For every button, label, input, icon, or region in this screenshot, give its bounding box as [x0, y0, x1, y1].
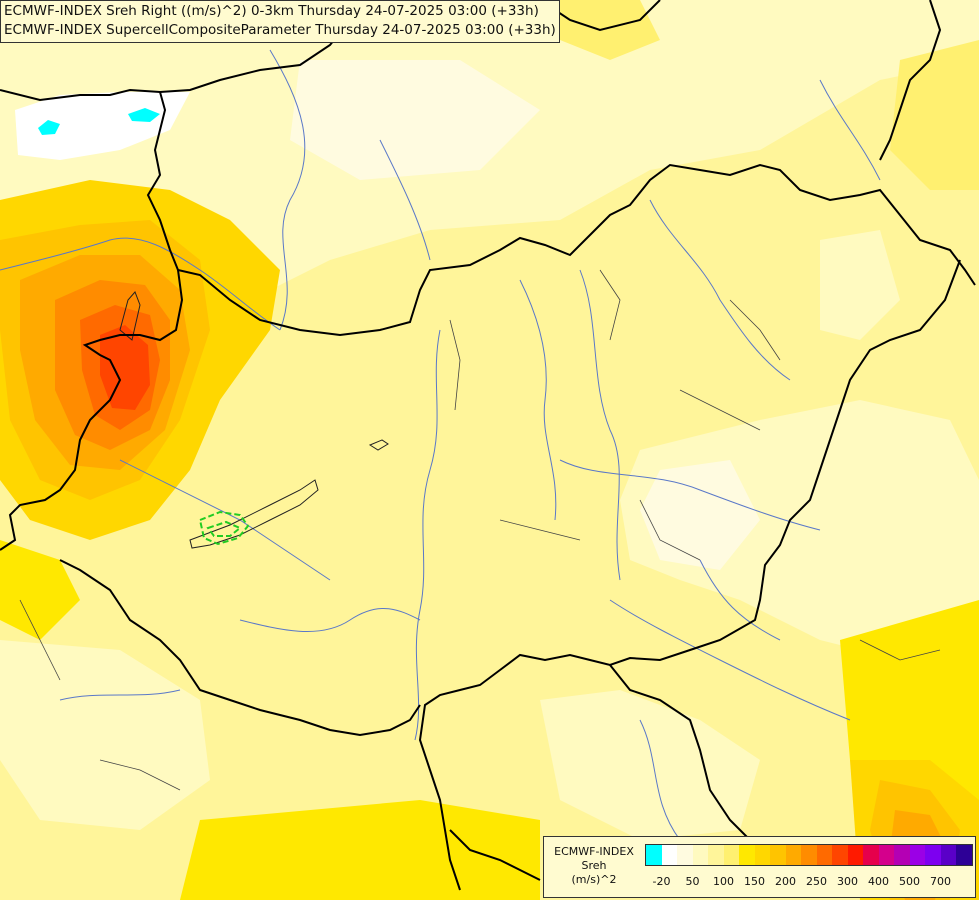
legend-swatch	[739, 845, 755, 865]
legend-tick-label: 500	[899, 875, 920, 888]
field-cyan-b	[128, 108, 160, 122]
legend-swatch	[863, 845, 879, 865]
field-yellow-sw	[0, 540, 80, 640]
title-line-scp: ECMWF-INDEX SupercellCompositeParameter …	[4, 22, 556, 38]
field-yellow-s	[180, 800, 540, 900]
legend-swatch	[785, 845, 801, 865]
field-red-core	[100, 325, 150, 410]
rivers	[0, 49, 881, 841]
legend-swatch	[878, 845, 894, 865]
title-line-sreh: ECMWF-INDEX Sreh Right ((m/s)^2) 0-3km T…	[4, 3, 539, 19]
legend-swatch	[661, 845, 677, 865]
field-light-sw	[0, 640, 210, 830]
legend-ticks: -20 50 100 150 200 250 300 400 500 700	[645, 875, 970, 889]
field-pale-east	[640, 460, 760, 570]
lake-balaton-outline	[189, 479, 319, 549]
legend-tick-label: 400	[868, 875, 889, 888]
field-pale-ne	[290, 60, 540, 180]
legend-swatch	[692, 845, 708, 865]
legend-swatch	[770, 845, 786, 865]
legend-swatch	[646, 845, 662, 865]
legend-swatch	[956, 845, 972, 865]
legend-tick-label: -20	[652, 875, 671, 888]
lake-velence-outline	[368, 439, 389, 451]
legend-title: ECMWF-INDEX Sreh (m/s)^2	[548, 845, 640, 887]
legend-tick-label: 250	[806, 875, 827, 888]
legend-tick-label: 700	[930, 875, 951, 888]
scp-contours	[198, 510, 250, 546]
field-light-ne-band	[820, 230, 900, 340]
regional-borders	[19, 269, 941, 791]
field-cyan-a	[38, 120, 60, 135]
legend-swatch	[925, 845, 941, 865]
legend-tick-label: 50	[685, 875, 700, 888]
legend-title-model: ECMWF-INDEX	[554, 845, 634, 858]
legend-swatch	[894, 845, 910, 865]
legend-swatch	[754, 845, 770, 865]
legend-swatch	[801, 845, 817, 865]
legend-swatch	[816, 845, 832, 865]
legend-swatch	[723, 845, 739, 865]
legend-swatch	[909, 845, 925, 865]
legend-title-unit: (m/s)^2	[571, 873, 617, 886]
color-legend: ECMWF-INDEX Sreh (m/s)^2 -20 50 100 150 200 2…	[543, 836, 976, 898]
legend-tick-label: 150	[744, 875, 765, 888]
legend-tick-label: 100	[713, 875, 734, 888]
legend-swatch	[940, 845, 956, 865]
field-light-south	[540, 690, 760, 840]
legend-swatch	[677, 845, 693, 865]
legend-swatch	[847, 845, 863, 865]
lake-neusiedl-outline	[119, 291, 141, 341]
map-title-box: ECMWF-INDEX Sreh Right ((m/s)^2) 0-3km T…	[0, 0, 560, 43]
legend-swatch	[832, 845, 848, 865]
legend-tick-label: 300	[837, 875, 858, 888]
legend-swatches	[645, 844, 973, 866]
legend-tick-label: 200	[775, 875, 796, 888]
legend-title-variable: Sreh	[581, 859, 607, 872]
legend-swatch	[708, 845, 724, 865]
